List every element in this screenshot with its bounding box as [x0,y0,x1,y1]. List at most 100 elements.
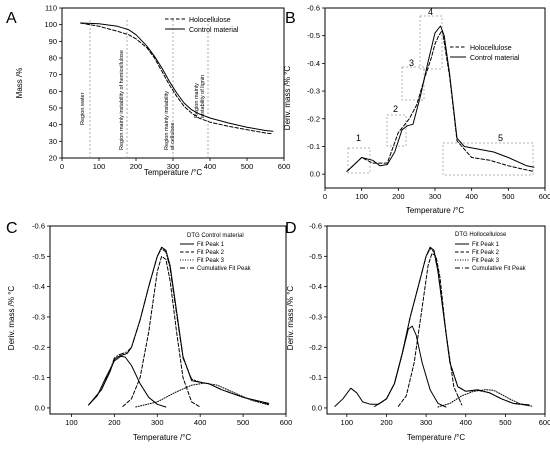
x-tick-label: 300 [167,162,180,171]
panel-a-region-labels: Region water Region mainly instability o… [80,50,206,150]
panel-b-legend: Holocellulose Control material [450,45,520,62]
panel-a: A Region water Region mainly instability… [6,4,290,178]
panel-a-legend: Holocellulose Control material [165,17,239,34]
y-tick-label: -0.4 [307,59,320,68]
panel-b-ylabel: Deriv. mass /% °C [283,66,292,131]
panel-d-legend: DTG Hollocellulose Fit Peak 1 Fit Peak 2… [455,232,527,272]
y-tick-label: 70 [49,70,57,79]
panel-b-letter: B [285,10,296,27]
y-tick-label: -0.5 [32,252,45,261]
y-tick-label: -0.2 [32,343,45,352]
panel-d-frame [326,225,546,415]
legend-label-fit-peak-1: Fit Peak 1 [472,242,500,248]
peak-label-5: 5 [498,133,503,143]
peak-box-3 [401,66,425,101]
series-line-fit-peak-1 [374,325,447,408]
x-tick-label: 100 [65,418,78,427]
x-tick-label: 200 [392,192,405,201]
series-line-holocellulose [346,29,535,172]
y-tick-label: 100 [44,20,57,29]
y-tick-label: -0.2 [309,343,322,352]
y-tick-label: 0.0 [35,403,45,412]
legend-label-cumulative: Cumulative Fit Peak [472,266,527,272]
peak-box-5 [442,142,534,176]
peak-label-4: 4 [428,7,433,17]
panel-d: D 100 200 300 400 500 600 0.0 -0.1 -0.2 -0.3 -0.4 -… [285,220,550,442]
region-label-cellulose-line-2: of cellulose [170,122,176,150]
y-tick-label: -0.6 [32,222,45,231]
y-tick-label: 20 [49,154,57,163]
y-tick-label: -0.1 [309,373,322,382]
panel-a-ylabel: Mass /% [15,68,24,99]
x-tick-label: 600 [539,192,550,201]
legend-label-control: Control material [189,27,239,34]
x-tick-label: 500 [241,162,254,171]
panel-b-xlabel: Temperature /°C [406,206,465,215]
legend-label-fit-peak-3: Fit Peak 3 [197,258,225,264]
peak-box-4 [419,15,443,70]
series-line-control-material [80,22,274,132]
panel-c-plot: 100 200 300 400 500 600 0.0 -0.1 -0.2 -0.3 -0.4 -0.… [32,222,292,428]
panel-a-xlabel: Temperature /°C [144,168,203,177]
y-tick-label: 0.0 [310,170,320,179]
panel-d-ylabel: Deriv. mass /% °C [286,286,295,351]
legend-label-cumulative: Cumulative Fit Peak [197,266,252,272]
legend-label-fit-peak-2: Fit Peak 2 [197,250,225,256]
series-line-control-material [346,25,535,172]
panel-a-plot: 0 100 200 300 400 500 600 20 30 40 50 60 70 80 90 100 11… [44,4,290,172]
x-tick-label: 300 [429,192,442,201]
peak-box-1 [347,147,371,174]
region-label-lignin: Region mainly instability of lignin [194,75,206,118]
x-tick-label: 500 [502,192,515,201]
x-tick-label: 0 [323,192,327,201]
x-tick-label: 500 [499,418,512,427]
y-tick-label: 30 [49,137,57,146]
x-tick-label: 100 [93,162,106,171]
panel-b-plot: 0 100 200 300 400 500 600 0.0 -0.1 -0.2 -0.3 -0.4 -0… [307,4,550,202]
x-tick-label: 300 [420,418,433,427]
x-tick-label: 500 [237,418,250,427]
panel-d-xlabel: Temperature /°C [407,433,466,442]
series-line-cumulative-fit-peak [386,248,530,406]
y-tick-label: -0.1 [307,142,320,151]
legend-title: DTG Control material [187,233,244,239]
legend-label-control: Control material [470,55,520,62]
series-line-fit-peak-3 [437,389,534,408]
x-tick-label: 300 [151,418,164,427]
y-tick-label: -0.5 [307,31,320,40]
panel-c-legend: DTG Control material Fit Peak 1 Fit Peak… [180,233,252,272]
series-line-cumulative-fit-peak [88,248,270,406]
peak-box-2 [386,114,407,147]
legend-label-fit-peak-1: Fit Peak 1 [197,242,225,248]
y-tick-label: -0.6 [309,222,322,231]
legend-label-fit-peak-2: Fit Peak 2 [472,250,500,256]
region-label-lignin-line-2: instability of lignin [200,75,206,118]
x-tick-label: 600 [280,418,293,427]
series-line-fit-peak-1 [88,355,167,408]
region-label-cellulose: Region mainly instability of cellulose [164,89,176,150]
panel-b-peak-boxes [347,15,534,176]
x-tick-label: 200 [130,162,143,171]
y-tick-label: -0.4 [309,282,322,291]
x-tick-label: 600 [278,162,291,171]
x-tick-label: 600 [539,418,550,427]
y-tick-label: 60 [49,87,57,96]
panel-c-xlabel: Temperature /°C [133,433,192,442]
panel-d-letter: D [285,220,297,237]
panel-c-frame [49,225,287,415]
x-tick-label: 400 [204,162,217,171]
y-tick-label: -0.6 [307,4,320,13]
y-tick-label: -0.3 [32,312,45,321]
panel-c: C 100 200 300 400 500 600 0.0 -0.1 -0.2 -0.3 -0.4 -… [6,220,292,442]
x-tick-label: 400 [194,418,207,427]
panel-a-letter: A [6,10,17,27]
region-label-cellulose-line-1: Region mainly instability [164,91,170,150]
y-tick-label: 0.0 [312,403,322,412]
legend-title: DTG Hollocellulose [455,232,507,238]
panel-c-ylabel: Deriv. mass /% °C [7,286,16,351]
y-tick-label: -0.3 [309,312,322,321]
peak-label-1: 1 [356,133,361,143]
legend-label-holocellulose: Holocellulose [470,45,512,52]
x-tick-label: 100 [355,192,368,201]
